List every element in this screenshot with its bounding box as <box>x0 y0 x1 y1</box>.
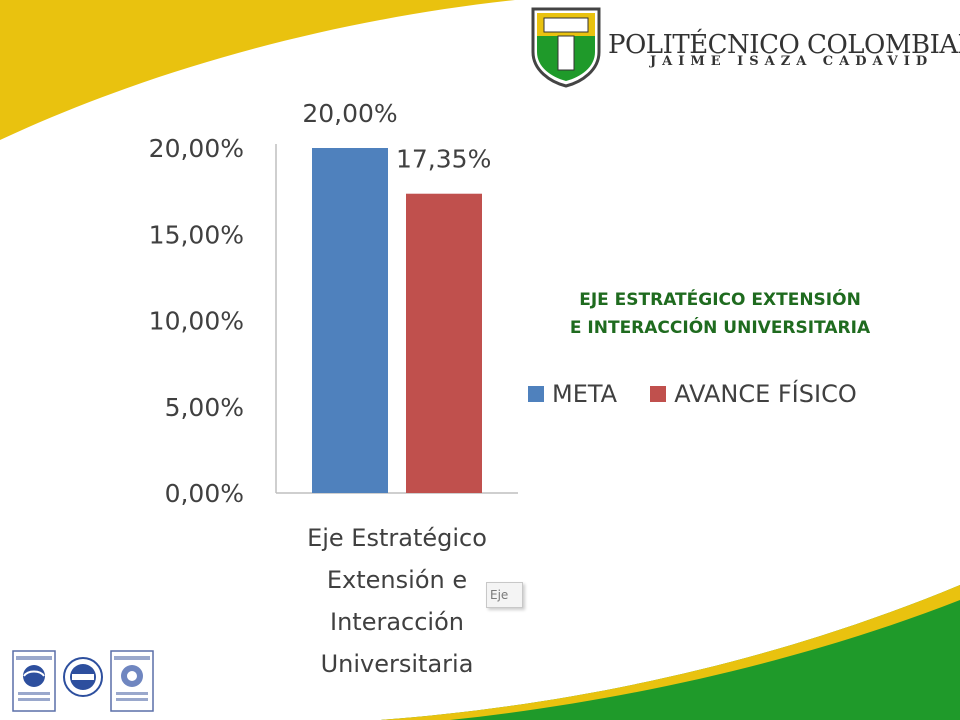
bar-group <box>312 148 482 493</box>
data-label: 17,35% <box>396 145 491 174</box>
institution-subtitle: JAIME ISAZA CADAVID <box>650 54 934 69</box>
data-labels: 20,00% 17,35% <box>302 99 491 174</box>
chart-title-line-2: E INTERACCIÓN UNIVERSITARIA <box>569 318 871 338</box>
data-label: 20,00% <box>302 99 397 128</box>
chart-title-line-1: EJE ESTRATÉGICO EXTENSIÓN <box>579 290 861 310</box>
legend-item-meta: META <box>528 380 617 408</box>
category-label-line: Universitaria <box>321 650 474 678</box>
institution-logo: POLITÉCNICO COLOMBIANO JAIME ISAZA CADAV… <box>530 6 960 90</box>
legend-swatch-avance-fisico <box>650 386 667 402</box>
y-tick-label: 5,00% <box>165 393 244 422</box>
y-tick-label: 15,00% <box>149 220 244 249</box>
shield-icon <box>531 7 601 88</box>
y-tick-label: 20,00% <box>149 134 244 163</box>
y-axis-tick-labels: 0,00% 5,00% 10,00% 15,00% 20,00% <box>149 134 244 508</box>
category-label: Eje Estratégico Extensión e Interacción Uni… <box>307 524 487 678</box>
legend-item-avance-fisico: AVANCE FÍSICO <box>650 380 857 408</box>
certification-logo-iqnet <box>63 657 103 697</box>
overlay-tooltip: Eje <box>486 582 523 608</box>
certification-logo-iso <box>12 650 56 712</box>
y-tick-label: 10,00% <box>149 307 244 336</box>
chart-legend: META AVANCE FÍSICO <box>528 380 885 414</box>
certification-logo-ntc <box>110 650 154 712</box>
institution-name: POLITÉCNICO COLOMBIANO <box>608 30 960 60</box>
category-label-line: Eje Estratégico <box>307 524 487 552</box>
y-tick-label: 0,00% <box>165 479 244 508</box>
green-band-bottom <box>380 585 960 720</box>
bar-avance-f-sico <box>406 193 482 493</box>
legend-label-avance-fisico: AVANCE FÍSICO <box>674 380 857 408</box>
chart-title: EJE ESTRATÉGICO EXTENSIÓN E INTERACCIÓN … <box>520 286 920 342</box>
category-label-line: Extensión e <box>327 566 467 594</box>
bar-meta <box>312 148 388 493</box>
yellow-band-top <box>0 0 515 140</box>
category-label-line: Interacción <box>330 608 464 636</box>
legend-label-meta: META <box>552 380 618 408</box>
legend-swatch-meta <box>528 386 544 402</box>
